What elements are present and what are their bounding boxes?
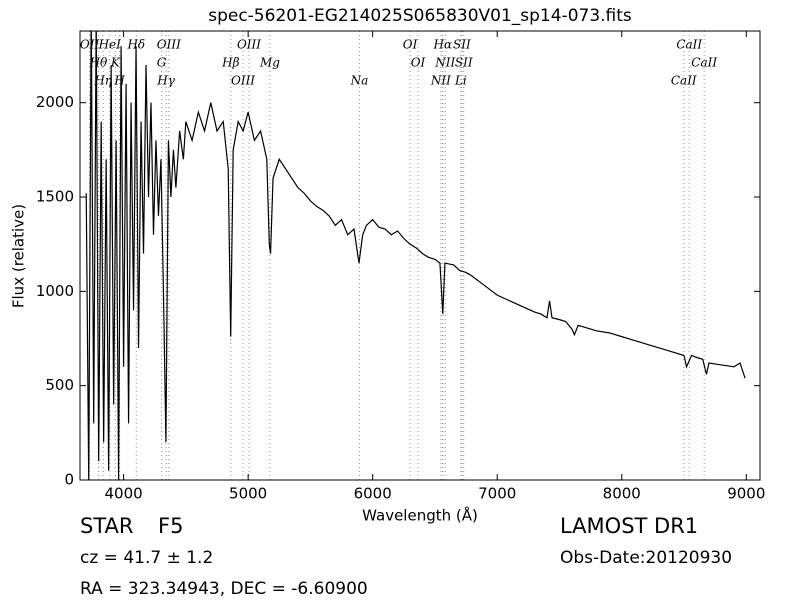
spectral-line-label: CaII [671, 74, 697, 88]
obs-date: Obs-Date:20120930 [560, 548, 732, 568]
spectral-line-label: Hβ [221, 56, 239, 70]
spectral-line-label: CaII [691, 56, 717, 70]
x-tick-label: 6000 [354, 485, 392, 503]
y-tick-label: 500 [45, 376, 74, 394]
chart-title: spec-56201-EG214025S065830V01_sp14-073.f… [208, 6, 632, 26]
survey: LAMOST DR1 [560, 514, 698, 538]
y-axis-label: Flux (relative) [10, 204, 28, 308]
spectral-line-label: Na [350, 74, 369, 88]
spectral-line-label: OI [411, 56, 426, 70]
spectral-line-label: OIII [231, 74, 255, 88]
x-axis-label: Wavelength (Å) [362, 506, 478, 525]
spectral-line-label: OII [80, 38, 100, 52]
spectral-line-label: NII [430, 74, 451, 88]
spectral-line-label: Li [454, 74, 467, 88]
spectral-line-label: OIII [237, 38, 261, 52]
y-tick-label: 1500 [36, 188, 74, 206]
spectral-line-label: K [110, 56, 121, 70]
coordinates: RA = 323.34943, DEC = -6.60900 [80, 579, 368, 599]
spectral-line-label: Hη [93, 74, 112, 88]
subclass: F5 [158, 514, 183, 538]
x-tick-label: 9000 [727, 485, 765, 503]
spectral-line-label: Hγ [156, 74, 175, 88]
spectrum-line [85, 31, 746, 480]
object-class: STAR [80, 514, 133, 538]
spectral-line-label: H [113, 74, 125, 88]
x-tick-label: 5000 [229, 485, 267, 503]
plot-frame [79, 30, 761, 481]
y-tick-label: 2000 [36, 93, 74, 111]
spectral-line-label: Hα [433, 38, 453, 52]
x-tick-label: 8000 [603, 485, 641, 503]
x-tick-label: 4000 [104, 485, 142, 503]
spectral-line-label: SII [455, 56, 473, 70]
spectral-line-label: Hδ [126, 38, 145, 52]
y-tick-label: 1000 [36, 282, 74, 300]
spectral-line-label: OIII [157, 38, 181, 52]
plot-area [85, 31, 746, 480]
spectral-line-label: CaII [676, 38, 702, 52]
spectral-line-label: HeI [98, 38, 122, 52]
redshift: cz = 41.7 ± 1.2 [80, 548, 213, 568]
x-tick-label: 7000 [478, 485, 516, 503]
spectral-line-label: G [157, 56, 167, 70]
spectral-line-label: SII [453, 38, 471, 52]
spectral-line-label: Mg [259, 56, 280, 70]
spectral-line-label: Hθ [89, 56, 108, 70]
y-tick-label: 0 [64, 471, 74, 489]
spectral-line-label: OI [403, 38, 418, 52]
spectral-line-label: NII [434, 56, 455, 70]
